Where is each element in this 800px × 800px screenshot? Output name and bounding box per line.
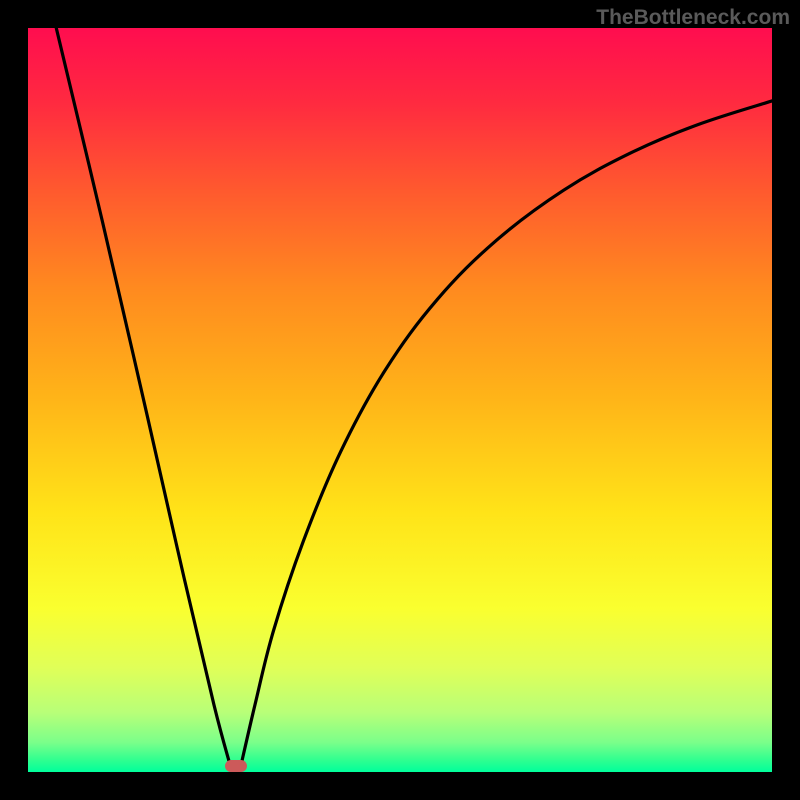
right-curve [241, 101, 772, 766]
plot-area [28, 28, 772, 772]
watermark-text: TheBottleneck.com [596, 6, 790, 30]
curve-layer [28, 28, 772, 772]
trough-marker [225, 760, 247, 772]
left-curve [56, 28, 230, 766]
chart-container: TheBottleneck.com [0, 0, 800, 800]
